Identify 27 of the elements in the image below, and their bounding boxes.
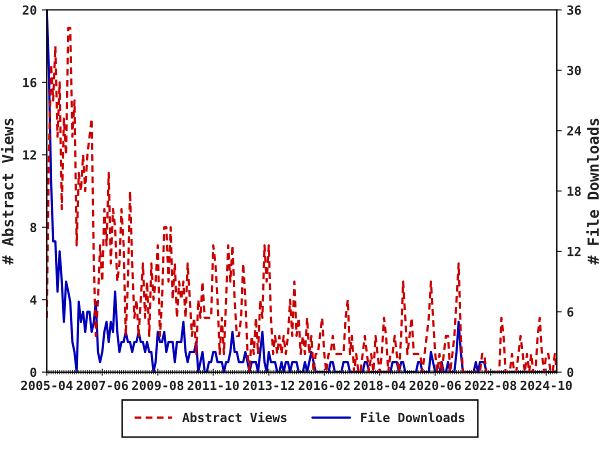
y2-tick-label: 12 (568, 246, 581, 256)
y-axis-title: # Abstract Views (0, 118, 14, 265)
y2-tick-label: 30 (567, 66, 581, 76)
x-tick-label: 2013-12 (243, 380, 294, 390)
y-tick-label: 8 (30, 222, 36, 232)
y2-tick-label: 24 (567, 126, 582, 136)
y2-axis-title: # File Downloads (586, 118, 599, 265)
x-tick-label: 2016-02 (298, 380, 350, 390)
y-tick-label: 12 (23, 150, 36, 160)
y-tick-label: 20 (22, 5, 36, 15)
x-tick-label: 2022-08 (465, 380, 516, 390)
y-tick-label: 16 (23, 78, 36, 88)
y-tick-label: 4 (30, 295, 37, 304)
x-tick-label: 2007-06 (76, 380, 128, 390)
x-tick-label: 2024-10 (520, 380, 572, 390)
y2-tick-label: 18 (568, 186, 581, 196)
legend-label: File Downloads (361, 412, 464, 422)
y2-tick-label: 0 (567, 368, 574, 378)
x-tick-label: 2020-06 (410, 380, 461, 390)
y2-tick-label: 36 (567, 5, 581, 15)
x-tick-label: 2011-10 (188, 380, 239, 390)
y2-tick-label: 6 (567, 307, 574, 317)
x-tick-label: 2018-04 (354, 380, 406, 390)
x-tick-label: 2009-08 (132, 380, 184, 390)
legend-label: Abstract Views (182, 412, 286, 422)
y-tick-label: 0 (30, 368, 36, 378)
x-tick-label: 2005-04 (21, 380, 73, 390)
